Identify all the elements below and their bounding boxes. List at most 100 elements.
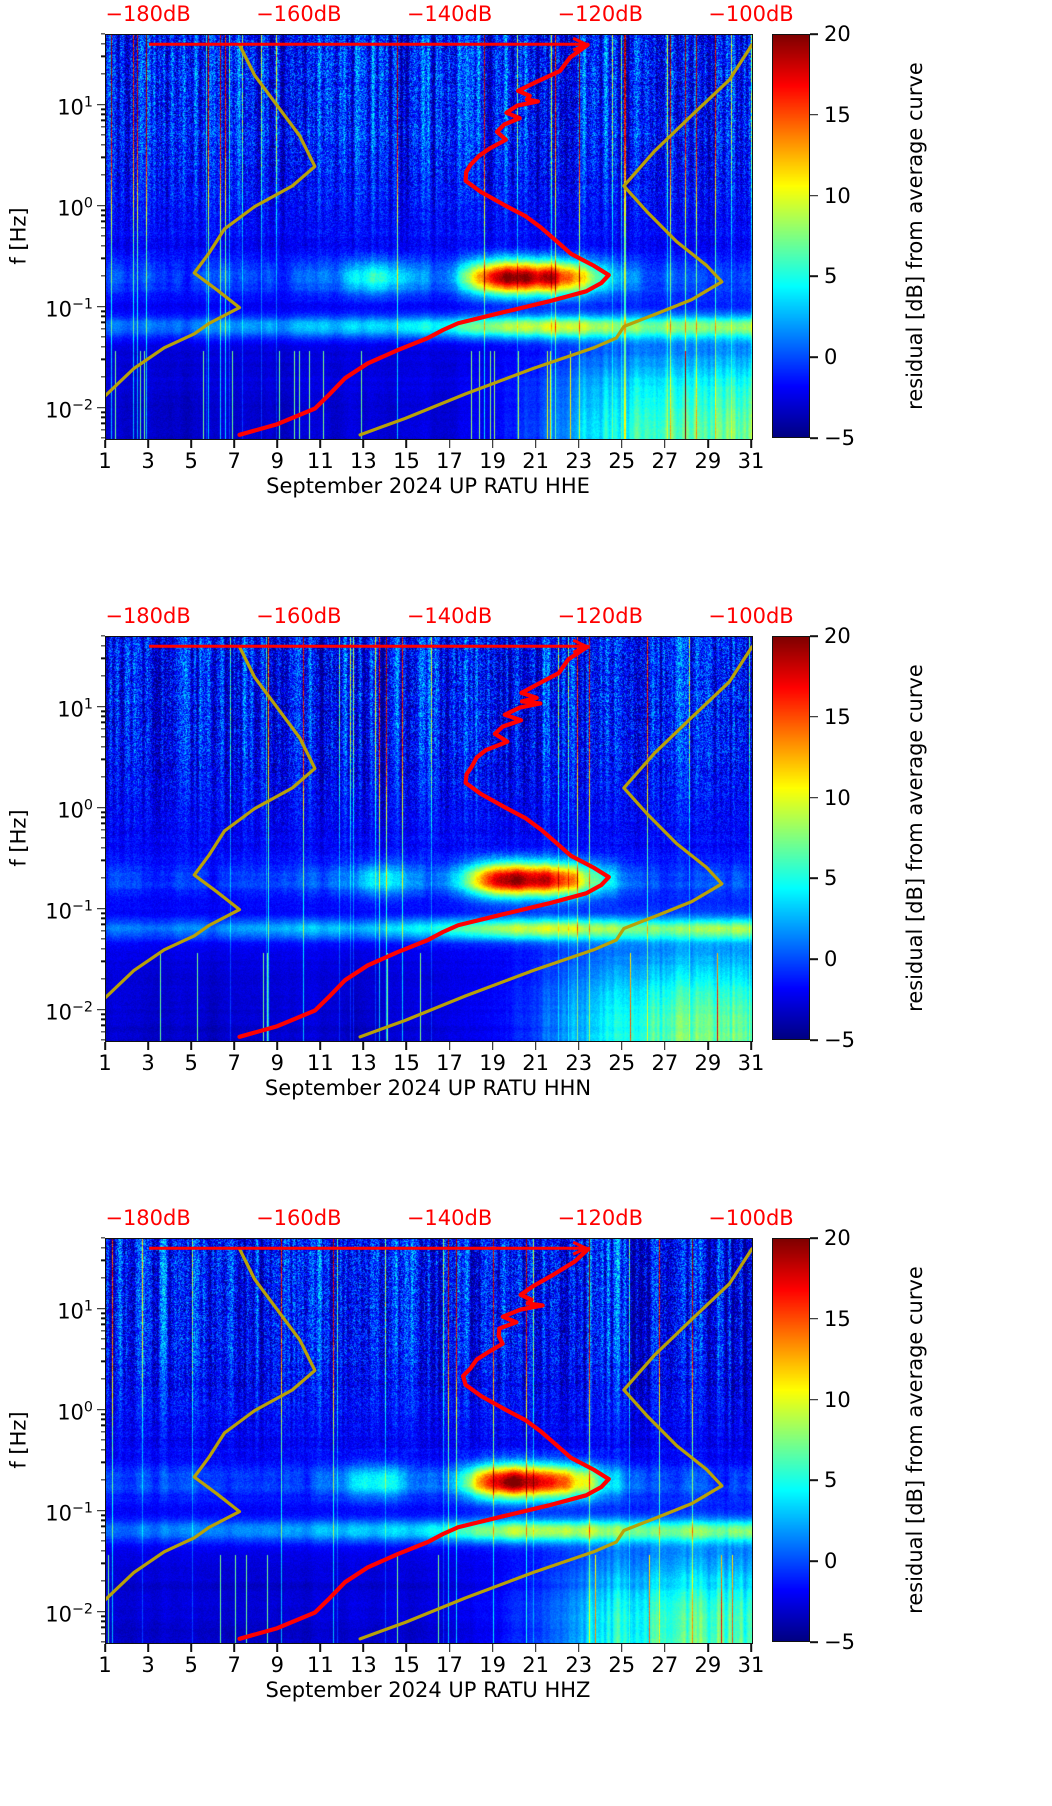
x-tick-label: 21 xyxy=(522,1051,550,1075)
y-tick xyxy=(97,907,105,910)
psd-axis-arrow xyxy=(149,1240,590,1256)
x-tick-label: 15 xyxy=(393,1051,420,1075)
y-minor-tick xyxy=(100,220,105,222)
y-minor-tick xyxy=(100,1039,105,1041)
y-minor-tick xyxy=(100,437,105,439)
y-tick xyxy=(97,204,105,207)
nlnm-curve xyxy=(106,43,317,398)
y-minor-tick xyxy=(100,960,105,963)
x-tick xyxy=(707,440,709,448)
y-axis-ticks: 101 100 10−1 10−2 xyxy=(0,33,105,439)
x-tick xyxy=(707,1644,709,1652)
y-minor-tick xyxy=(100,1550,105,1552)
y-minor-tick xyxy=(100,1277,105,1279)
y-minor-tick xyxy=(100,1449,105,1451)
x-tick-label: 5 xyxy=(184,1653,198,1677)
y-minor-tick xyxy=(100,675,105,677)
colorbar-tick xyxy=(810,1039,818,1041)
x-tick-label: 17 xyxy=(436,449,463,473)
x-tick-label: 3 xyxy=(141,449,155,473)
x-axis-label: September 2024 UP RATU HHN xyxy=(264,1076,592,1100)
y-minor-tick xyxy=(100,1562,105,1565)
y-minor-tick xyxy=(100,346,105,348)
x-tick-label: 7 xyxy=(227,1051,241,1075)
y-minor-tick xyxy=(100,811,105,813)
x-tick xyxy=(448,1644,451,1652)
x-tick xyxy=(577,440,580,448)
x-tick-label: 13 xyxy=(350,449,377,473)
db-label-1: −160dB xyxy=(256,1206,342,1230)
y-minor-tick xyxy=(100,1540,105,1542)
y-minor-tick xyxy=(100,156,105,159)
y-minor-tick xyxy=(100,758,105,761)
y-minor-tick xyxy=(100,736,105,738)
colorbar-tick-label: −5 xyxy=(824,1028,855,1052)
colorbar-tick-label: 10 xyxy=(824,183,851,208)
overlay-curves xyxy=(106,36,752,437)
y-minor-tick xyxy=(100,746,105,748)
y-minor-tick xyxy=(100,321,105,323)
x-tick-label: 23 xyxy=(565,1051,593,1075)
psd-axis-arrow xyxy=(149,638,590,654)
colorbar-tick xyxy=(810,437,818,439)
colorbar-tick-label: 0 xyxy=(824,947,838,972)
x-tick-label: 25 xyxy=(608,1653,636,1677)
y-minor-tick xyxy=(100,113,105,116)
db-label-0: −180dB xyxy=(105,604,191,628)
colorbar-tick xyxy=(810,796,818,799)
psd-axis-arrow xyxy=(149,36,590,52)
y-minor-tick xyxy=(100,1031,105,1033)
y-axis-label: f [Hz] xyxy=(7,1411,31,1469)
x-tick xyxy=(664,440,666,448)
top-db-axis-labels: −180dB −160dB −140dB −120dB −100dB xyxy=(105,1206,793,1236)
colorbar-tick-label: −5 xyxy=(824,1630,855,1654)
y-minor-tick xyxy=(100,1247,105,1249)
db-label-1: −160dB xyxy=(256,2,342,26)
x-tick xyxy=(276,1042,279,1050)
colorbar-tick xyxy=(810,1641,818,1643)
y-minor-tick xyxy=(100,728,105,730)
x-tick xyxy=(750,1042,752,1050)
spectrogram-plot-area xyxy=(105,34,753,440)
x-tick-label: 11 xyxy=(306,1653,334,1677)
y-minor-tick xyxy=(100,715,105,718)
y-tick xyxy=(97,806,105,809)
x-tick xyxy=(190,1042,192,1050)
y-minor-tick xyxy=(100,174,105,176)
y-minor-tick xyxy=(100,214,105,217)
colorbar xyxy=(772,636,810,1040)
colorbar xyxy=(772,1238,810,1642)
db-label-4: −100dB xyxy=(708,1206,794,1230)
y-minor-tick xyxy=(100,376,105,378)
colorbar-tick xyxy=(810,1318,818,1320)
y-axis-ticks: 101 100 10−1 10−2 xyxy=(0,1237,105,1643)
x-tick xyxy=(405,440,408,448)
x-tick xyxy=(577,1042,580,1050)
y-minor-tick xyxy=(100,429,105,431)
colorbar-tick xyxy=(810,635,818,637)
x-tick xyxy=(707,1042,709,1050)
x-tick xyxy=(147,1042,149,1050)
y-tick-label: 100 xyxy=(57,195,93,221)
y-tick-label: 10−1 xyxy=(45,296,93,322)
nhnm-curve xyxy=(358,645,752,1039)
x-tick-label: 23 xyxy=(565,1653,593,1677)
x-tick xyxy=(233,1644,235,1652)
y-minor-tick xyxy=(100,1413,105,1415)
y-minor-tick xyxy=(100,917,105,920)
y-minor-tick xyxy=(100,144,105,146)
colorbar-ticks: 20 15 10 5 0 −5 xyxy=(810,625,930,1051)
y-minor-tick xyxy=(100,55,105,58)
top-db-axis-labels: −180dB −160dB −140dB −120dB −100dB xyxy=(105,2,793,32)
overlay-curves xyxy=(106,638,752,1039)
x-tick-label: 23 xyxy=(565,449,593,473)
db-label-4: −100dB xyxy=(708,604,794,628)
x-tick-label: 31 xyxy=(737,1653,765,1677)
y-minor-tick xyxy=(100,33,105,35)
x-tick-label: 31 xyxy=(737,1051,765,1075)
x-tick-label: 27 xyxy=(651,1653,679,1677)
nhnm-curve xyxy=(358,43,752,437)
y-minor-tick xyxy=(100,1024,105,1026)
x-tick-label: 3 xyxy=(141,1051,155,1075)
x-tick-label: 11 xyxy=(306,1051,334,1075)
